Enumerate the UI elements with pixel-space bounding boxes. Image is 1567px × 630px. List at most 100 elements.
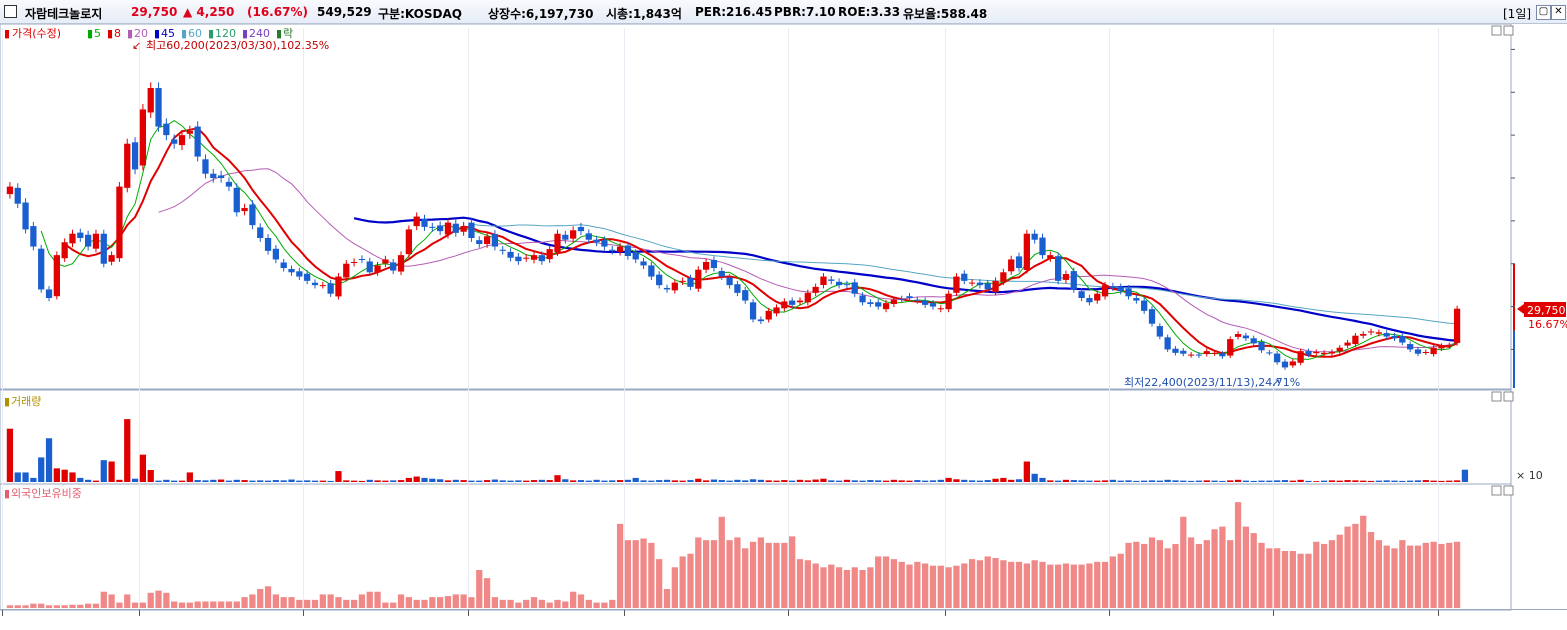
volume-bar: [1320, 480, 1328, 482]
volume-bar: [1407, 480, 1414, 482]
candle-body: [593, 239, 600, 243]
foreign-ratio-bar: [1250, 533, 1257, 608]
foreign-ratio-bar: [718, 516, 725, 608]
foreign-ratio-bar: [585, 599, 592, 608]
volume-bar: [444, 480, 452, 482]
foreign-ratio-bar: [1156, 540, 1163, 608]
volume-bar: [1070, 480, 1077, 482]
volume-bar: [820, 478, 827, 482]
select-checkbox[interactable]: [4, 5, 17, 18]
volume-bar: [663, 479, 671, 482]
period-button[interactable]: [1일]: [1503, 7, 1532, 21]
volume-bar: [217, 479, 225, 482]
candle-body: [1242, 335, 1250, 339]
foreign-ratio-bar: [1141, 543, 1148, 608]
low-annotation-arrow: ↗: [1271, 376, 1280, 389]
foreign-ratio-bar: [202, 601, 209, 608]
candle-body: [507, 251, 514, 258]
volume-bar: [742, 480, 749, 482]
legend-price-label: 가격(수정): [12, 27, 61, 40]
panel-buttons-price[interactable]: [1491, 25, 1514, 36]
foreign-ratio-bar: [288, 597, 295, 608]
foreign-ratio-bar: [1008, 561, 1015, 608]
foreign-ratio-bar: [515, 602, 522, 608]
candle-body: [929, 303, 937, 307]
volume-bar: [92, 480, 100, 482]
foreign-ratio-bar: [609, 599, 616, 608]
candle-body: [530, 255, 538, 260]
panel-buttons-foreign[interactable]: [1491, 485, 1514, 496]
volume-bar: [280, 480, 287, 482]
foreign-ratio-bar: [1344, 526, 1351, 608]
foreign-ratio-bar: [945, 567, 952, 608]
foreign-ratio-bar: [1281, 551, 1289, 608]
foreign-ratio-bar: [405, 597, 412, 608]
volume-bar: [609, 480, 616, 482]
volume-bar: [53, 468, 60, 482]
candle-body: [6, 186, 14, 195]
foreign-ratio-bar: [272, 594, 280, 608]
foreign-ratio-bar: [1227, 540, 1234, 608]
volume-bar: [366, 479, 373, 482]
candle-body: [624, 245, 632, 256]
volume-bar: [687, 480, 694, 482]
foreign-ratio-bar: [577, 594, 585, 608]
foreign-ratio-bar: [1039, 561, 1046, 608]
volume-bar: [1242, 480, 1250, 482]
foreign-ratio-bar: [679, 556, 686, 608]
volume-bar: [85, 479, 92, 482]
close-icon[interactable]: ✕: [1551, 5, 1566, 20]
volume-bar: [632, 477, 639, 482]
foreign-ratio-bar: [1094, 561, 1101, 608]
foreign-ratio-bar: [890, 559, 897, 608]
volume-bar: [210, 479, 217, 482]
volume-bar: [155, 480, 162, 482]
volume-bar: [796, 479, 804, 482]
foreign-ratio-bar: [742, 548, 749, 608]
candle-body: [1383, 333, 1390, 337]
ma45-line: [353, 216, 1458, 342]
volume-bar: [249, 480, 256, 482]
candle-body: [108, 255, 115, 262]
foreign-ratio-bar: [163, 592, 170, 608]
panel-buttons-volume[interactable]: [1491, 391, 1514, 402]
candle-body: [1117, 286, 1124, 292]
volume-bar: [640, 480, 647, 482]
candle-body: [476, 240, 483, 244]
foreign-ratio-bar: [1023, 563, 1030, 608]
volume-bar: [875, 480, 882, 482]
foreign-ratio-bar: [1219, 526, 1226, 608]
volume-bar: [671, 480, 678, 482]
volume-bar: [1094, 480, 1101, 482]
volume-bar: [147, 469, 154, 482]
candle-body: [898, 298, 905, 300]
candle-body: [890, 299, 897, 305]
foreign-ratio-bar: [1430, 541, 1437, 608]
restore-icon[interactable]: ▢: [1536, 5, 1551, 20]
volume-bar: [1117, 480, 1124, 482]
legend-ma-marker-7: ▮: [276, 27, 282, 40]
volume-bar: [1375, 480, 1382, 482]
volume-bar: [1328, 480, 1336, 482]
foreign-ratio-bar: [789, 536, 796, 608]
stock-chart[interactable]: ▮ 가격(수정) ▮ 5 ▮ 8 ▮ 20 ▮ 45 ▮ 60 ▮ 120 ▮ 240 ▮ 락 ↙ 최고60,…: [0, 24, 1567, 630]
candle-body: [405, 229, 412, 255]
volume-bar: [945, 477, 952, 482]
foreign-ratio-bar: [624, 540, 632, 608]
candle-body: [1109, 286, 1117, 288]
volume-bar: [859, 480, 866, 482]
candle-body: [38, 248, 45, 290]
volume-bar: [523, 480, 530, 482]
candle-body: [742, 290, 749, 301]
candle-body: [210, 173, 217, 178]
foreign-ratio-bar: [390, 602, 397, 608]
volume-bar: [976, 480, 984, 482]
volume-bar: [937, 479, 944, 482]
candle-body: [828, 279, 835, 281]
candle-body: [241, 208, 248, 212]
volume-bar: [702, 480, 710, 482]
foreign-ratio-bar: [1336, 534, 1343, 608]
candle-body: [186, 130, 193, 134]
candle-body: [61, 242, 68, 259]
volume-bar: [656, 480, 663, 482]
